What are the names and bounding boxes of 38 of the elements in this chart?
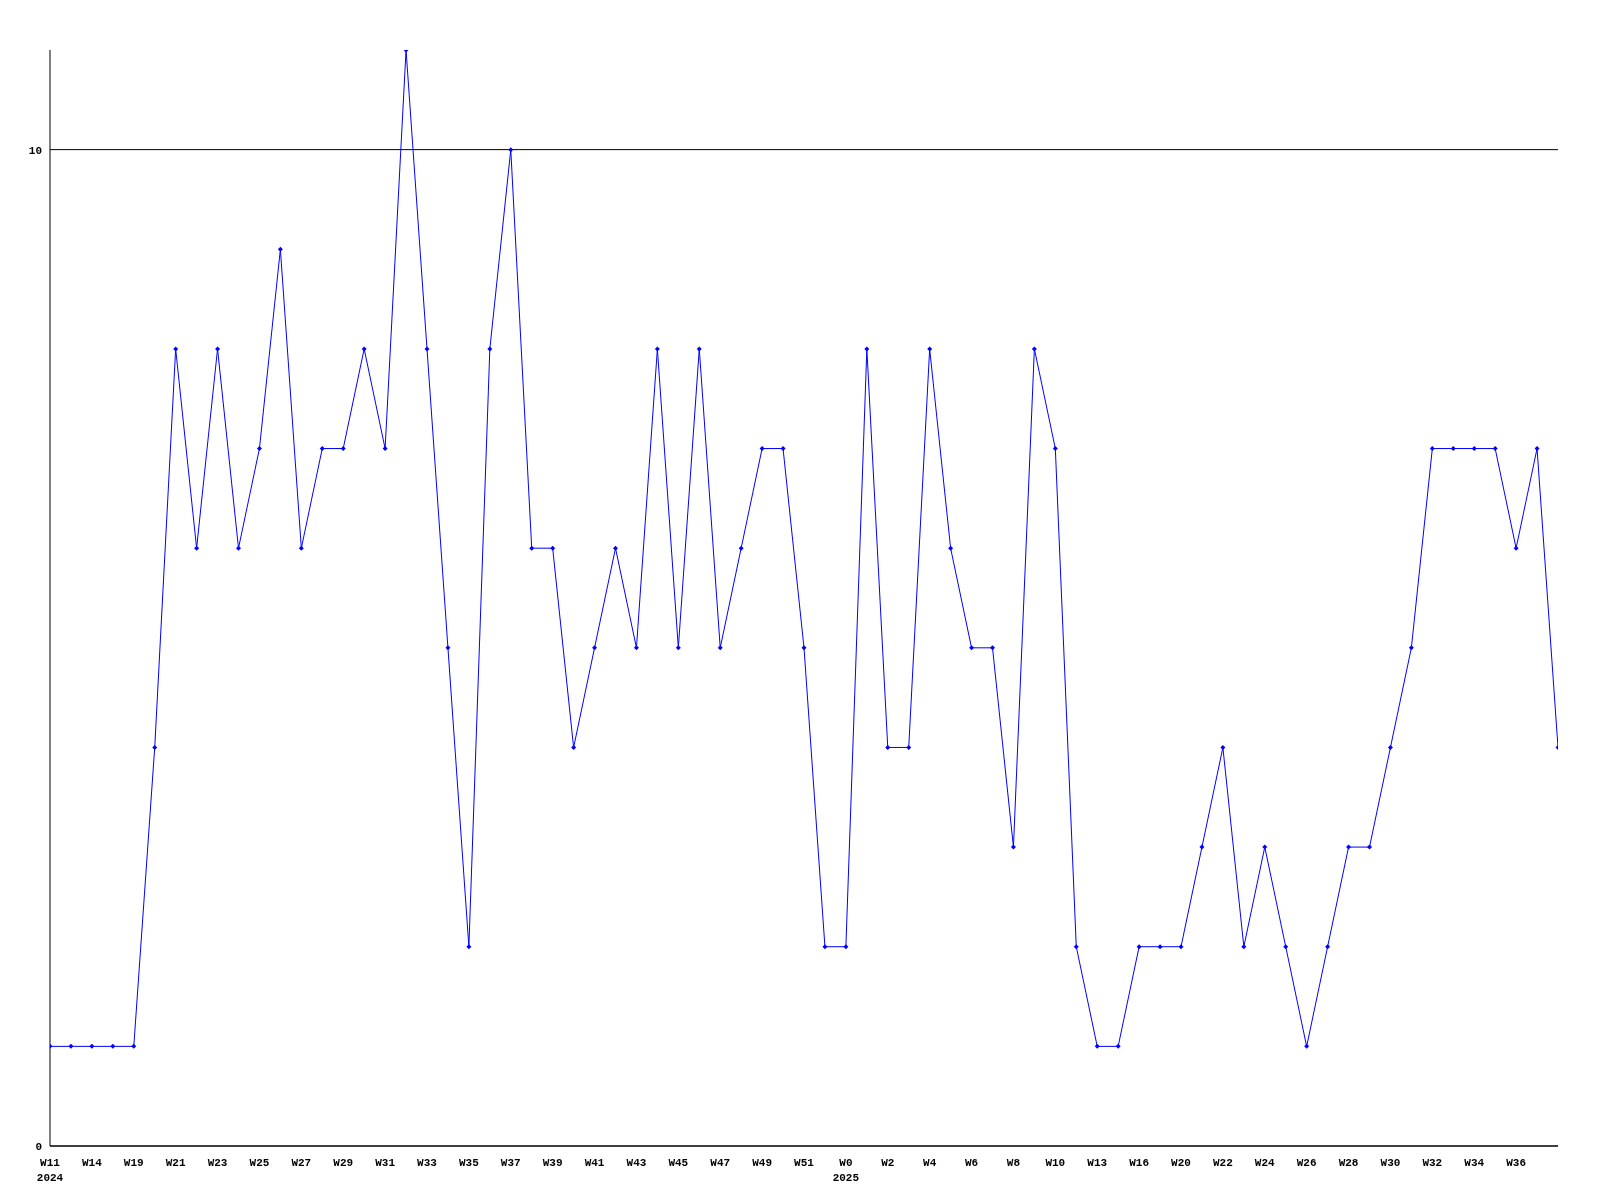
x-tick-label: W30 xyxy=(1380,1157,1401,1169)
x-tick-label: W43 xyxy=(626,1157,647,1169)
x-tick-label: W33 xyxy=(417,1157,438,1169)
x-tick-label: W6 xyxy=(964,1157,979,1169)
x-tick-label: W31 xyxy=(375,1157,396,1169)
x-tick-label: W16 xyxy=(1129,1157,1150,1169)
x-tick-label: W13 xyxy=(1087,1157,1108,1169)
x-tick-label: W2 xyxy=(881,1157,895,1169)
x-tick-label: W35 xyxy=(458,1157,480,1169)
x-tick-label: W10 xyxy=(1045,1157,1066,1169)
x-tick-label: W21 xyxy=(165,1157,186,1169)
x-tick-label: W11 2024 xyxy=(36,1157,64,1184)
x-tick-label: W34 xyxy=(1464,1157,1485,1169)
y-tick-label: 0 xyxy=(35,1140,42,1153)
x-tick-label: W32 xyxy=(1422,1157,1443,1169)
x-tick-label: W47 xyxy=(710,1157,731,1169)
x-tick-label: W27 xyxy=(291,1157,312,1169)
x-tick-label: W20 xyxy=(1171,1157,1191,1169)
y-tick-label: 10 xyxy=(28,144,42,157)
x-tick-label: W26 xyxy=(1296,1157,1317,1169)
x-tick-label: W39 xyxy=(542,1157,563,1169)
x-tick-label: W45 xyxy=(668,1157,689,1169)
x-tick-label: W28 xyxy=(1338,1157,1359,1169)
x-tick-label: W49 xyxy=(752,1157,773,1169)
x-tick-label: W51 xyxy=(794,1157,815,1169)
x-tick-label: W29 xyxy=(333,1157,354,1169)
x-tick-label: W23 xyxy=(207,1157,228,1169)
x-tick-label: W24 xyxy=(1254,1157,1276,1169)
x-tick-label: W14 xyxy=(81,1157,103,1169)
x-tick-label: W4 xyxy=(923,1157,937,1169)
x-tick-label: W41 xyxy=(584,1157,605,1169)
x-tick-label: W8 xyxy=(1006,1157,1021,1169)
x-tick-label: W22 xyxy=(1212,1157,1233,1169)
x-tick-label: W25 xyxy=(249,1157,270,1169)
x-tick-label: W0 2025 xyxy=(832,1157,860,1184)
x-tick-label: W36 xyxy=(1506,1157,1527,1169)
x-tick-label: W19 xyxy=(123,1157,144,1169)
x-tick-label: W37 xyxy=(500,1157,521,1169)
